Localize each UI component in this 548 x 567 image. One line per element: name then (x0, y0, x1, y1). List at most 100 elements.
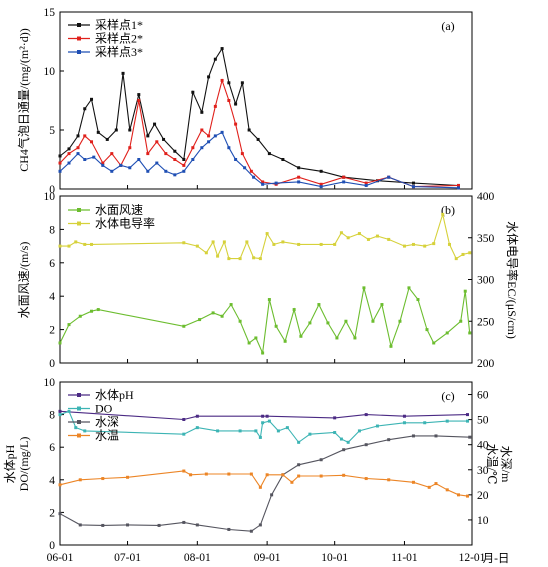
data-point (126, 475, 130, 479)
data-point (76, 152, 80, 156)
y-tick-label: 0 (49, 184, 55, 196)
data-point (211, 311, 215, 315)
data-point (342, 473, 346, 477)
series-line (59, 286, 471, 356)
data-point (58, 154, 62, 158)
data-point (335, 336, 339, 340)
data-point (211, 240, 215, 244)
data-point (182, 324, 186, 328)
data-point (375, 424, 379, 428)
data-point (342, 180, 346, 184)
x-tick-label: 08-01 (184, 552, 211, 564)
data-point (346, 440, 350, 444)
series-line (59, 470, 468, 497)
data-point (74, 426, 78, 430)
data-point (371, 319, 375, 323)
data-point (182, 169, 186, 173)
data-point (342, 175, 346, 179)
series-line (59, 435, 470, 532)
y-tick-label: 2 (49, 507, 55, 519)
panel-b-ylabel-right: 水体电导率EC/(μS/cm) (505, 221, 520, 339)
legend-swatch-marker (77, 23, 81, 27)
data-point (191, 90, 195, 94)
y-tick-label: 10 (44, 377, 56, 389)
data-point (200, 146, 204, 150)
panel-c-label: (c) (441, 389, 454, 403)
data-point (432, 341, 436, 345)
legend-entry: 采样点2* (68, 31, 143, 46)
data-point (375, 179, 379, 183)
data-point (319, 185, 323, 189)
data-point (96, 308, 100, 312)
data-point (465, 494, 469, 498)
data-point (101, 161, 105, 165)
data-point (411, 434, 415, 438)
x-unit-label: 月-日 (483, 553, 510, 565)
data-point (121, 71, 125, 75)
data-point (216, 254, 220, 258)
y-tick-label: 20 (477, 490, 489, 502)
y-tick-label: 10 (44, 191, 56, 203)
data-point (270, 493, 274, 497)
data-point (238, 429, 242, 433)
data-point (164, 152, 168, 156)
legend-label: 采样点1* (95, 17, 143, 32)
data-point (267, 298, 271, 302)
data-point (245, 240, 249, 244)
panel-c-ylabel-left: 水体pHDO/(mg/L) (3, 437, 31, 492)
data-point (222, 240, 226, 244)
data-point (182, 163, 186, 167)
data-point (195, 523, 199, 527)
data-point (389, 344, 393, 348)
axis-title-line: 水体pH (3, 444, 17, 483)
data-point (411, 181, 415, 185)
data-point (191, 146, 195, 150)
legend-swatch-marker (77, 208, 81, 212)
data-point (247, 341, 251, 345)
data-point (240, 81, 244, 85)
data-point (465, 413, 469, 417)
data-point (78, 523, 82, 527)
data-point (90, 309, 94, 313)
data-point (67, 323, 71, 327)
data-point (290, 480, 294, 484)
data-point (283, 339, 287, 343)
legend-entry: DO (68, 402, 113, 416)
legend-swatch-marker (77, 406, 81, 411)
data-point (67, 152, 71, 156)
data-point (261, 182, 265, 186)
y-tick-label: 5 (49, 125, 55, 137)
data-point (387, 175, 391, 179)
data-point (128, 128, 132, 132)
data-point (445, 419, 449, 423)
data-point (411, 185, 415, 189)
y-tick-label: 6 (49, 258, 55, 270)
data-point (297, 166, 301, 170)
legend-entry: 水温 (68, 429, 119, 443)
data-point (459, 319, 463, 323)
data-point (67, 161, 71, 165)
data-point (292, 308, 296, 312)
data-point (254, 429, 258, 433)
data-point (155, 140, 159, 144)
data-point (261, 414, 265, 418)
data-point (272, 242, 276, 246)
data-point (317, 303, 321, 307)
data-point (234, 158, 238, 161)
data-point (364, 413, 368, 417)
legend-label: 水体pH (95, 388, 134, 402)
data-point (83, 134, 87, 138)
legend-label: 采样点3* (95, 44, 143, 59)
data-point (258, 485, 262, 489)
legend-entry: 水体电导率 (68, 216, 155, 231)
data-point (173, 173, 177, 177)
series-采样点1* (58, 47, 460, 187)
series-水体电导率 (58, 212, 472, 261)
data-point (234, 102, 238, 106)
data-point (265, 414, 269, 418)
y-tick-label: 30 (477, 465, 489, 477)
data-point (182, 469, 186, 473)
legend-entry: 水体pH (68, 388, 134, 402)
data-point (258, 435, 262, 439)
